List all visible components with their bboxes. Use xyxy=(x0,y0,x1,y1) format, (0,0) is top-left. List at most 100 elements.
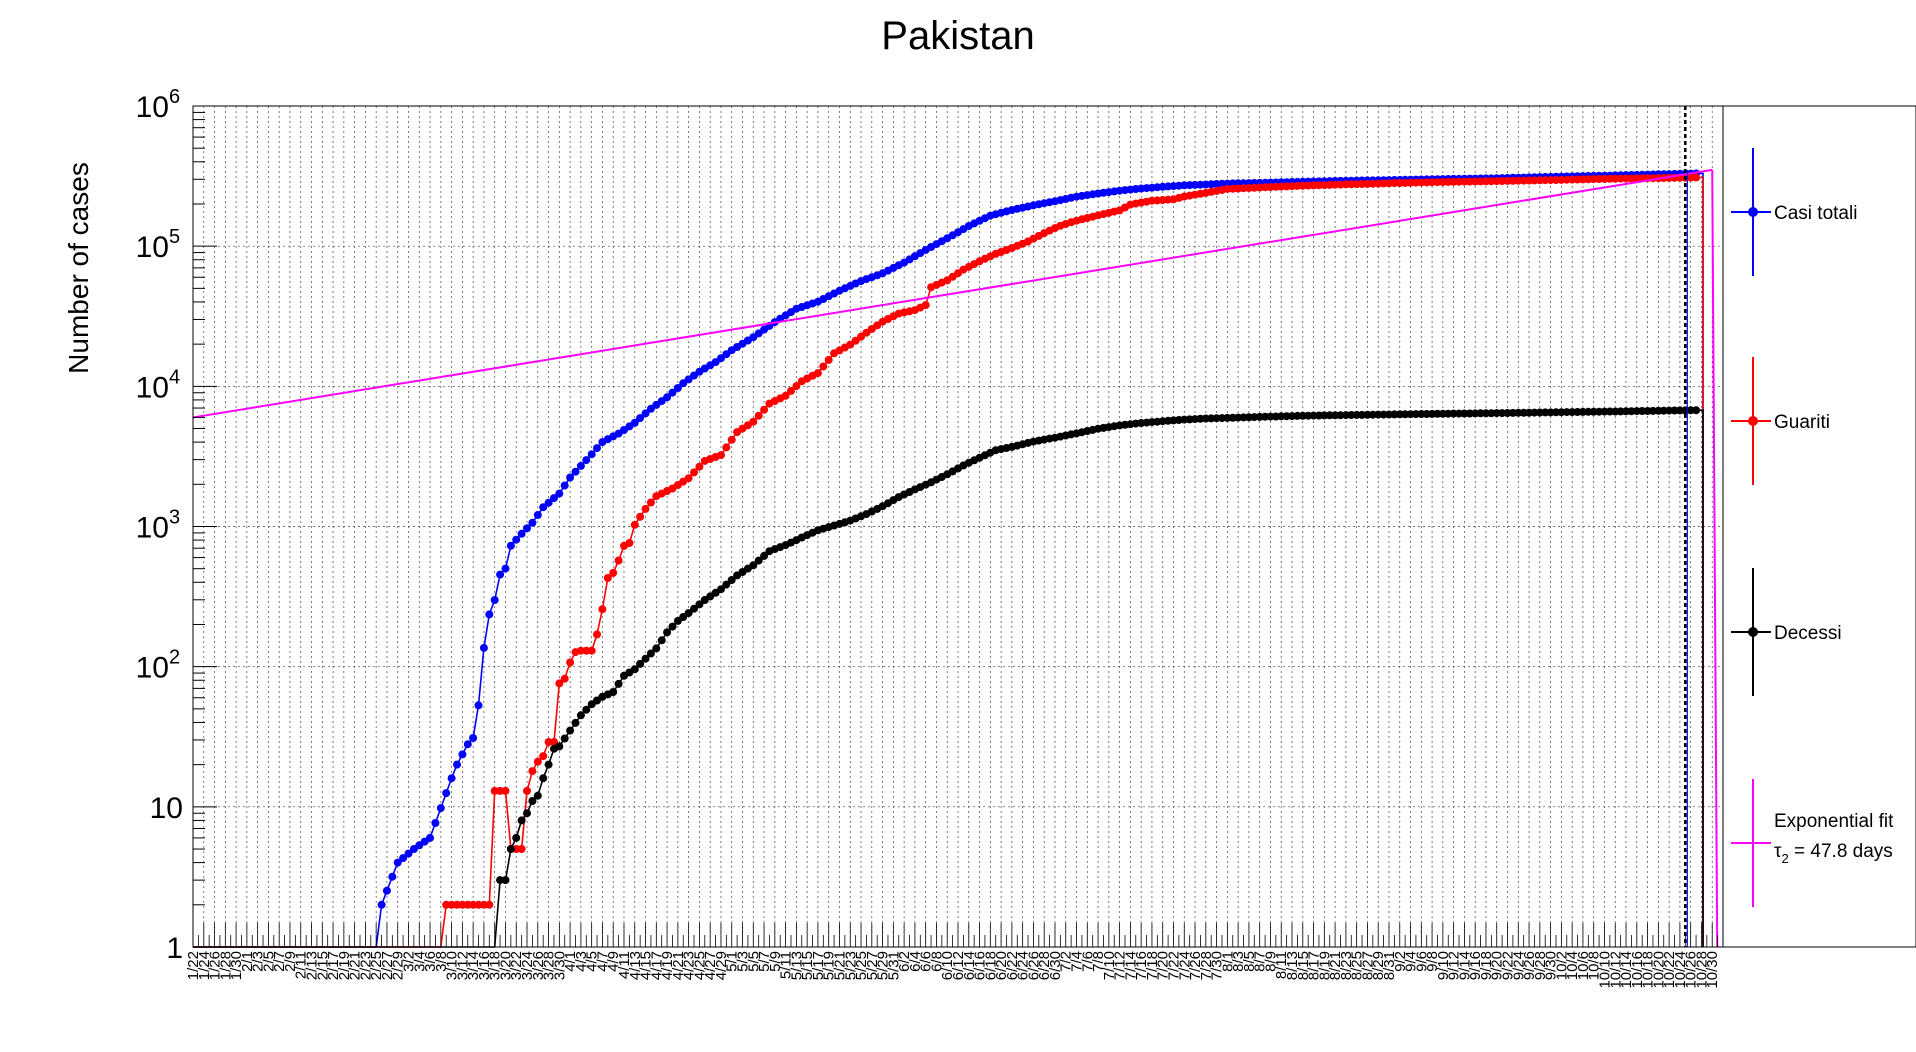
x-tick-label: 4/9 xyxy=(605,951,622,972)
data-point xyxy=(382,886,391,895)
data-point xyxy=(630,418,639,427)
x-tick-label: 5/19 xyxy=(821,951,838,980)
data-point xyxy=(512,833,521,842)
x-tick-label: 5/5 xyxy=(745,951,762,972)
legend-tau-subscript: 2 xyxy=(1782,851,1789,866)
x-tick-label: 2/1 xyxy=(239,951,256,972)
x-tick-label: 8/3 xyxy=(1230,951,1247,972)
x-tick-label: 4/15 xyxy=(638,951,655,980)
data-point xyxy=(560,674,569,683)
x-tick-label: 8/27 xyxy=(1359,951,1376,980)
legend-item: Decessi xyxy=(1731,568,1842,696)
x-tick-label: 5/7 xyxy=(756,951,773,972)
data-point xyxy=(528,797,537,805)
data-point xyxy=(544,498,553,507)
data-point xyxy=(598,605,607,614)
data-point xyxy=(722,580,731,589)
x-tick-label: 2/3 xyxy=(250,951,267,972)
x-tick-label: 2/9 xyxy=(282,951,299,972)
data-point xyxy=(560,734,569,743)
data-point xyxy=(399,854,408,863)
data-point xyxy=(690,468,698,477)
x-tick-label: 4/25 xyxy=(691,951,708,980)
x-tick-label: 3/16 xyxy=(476,951,493,980)
y-axis-label: Number of cases xyxy=(63,162,94,374)
data-point xyxy=(690,604,698,613)
x-tick-label: 8/19 xyxy=(1316,951,1333,980)
x-tick-label: 4/1 xyxy=(562,951,579,972)
data-point xyxy=(609,688,618,696)
data-point xyxy=(717,451,725,460)
legend-label: Exponential fit xyxy=(1774,811,1894,832)
fit-line xyxy=(192,168,1713,419)
data-point xyxy=(539,774,548,783)
data-point xyxy=(517,529,526,538)
data-point xyxy=(485,610,494,619)
data-point xyxy=(496,570,505,579)
x-tick-label: 6/10 xyxy=(939,951,956,980)
data-point xyxy=(566,658,575,667)
data-point xyxy=(550,494,558,503)
x-tick-label: 9/10 xyxy=(1435,951,1452,980)
data-point xyxy=(636,512,645,521)
data-point xyxy=(636,659,645,668)
data-point xyxy=(754,556,763,565)
data-point xyxy=(673,384,682,392)
x-tick-label: 3/10 xyxy=(444,951,461,980)
x-tick-label: 9/26 xyxy=(1521,951,1538,980)
y-tick-label: 105 xyxy=(136,226,181,264)
data-point xyxy=(523,524,531,533)
data-point xyxy=(517,845,526,853)
x-tick-label: 6/12 xyxy=(950,951,967,980)
x-tick-label: 5/11 xyxy=(778,951,795,979)
x-tick-label: 8/21 xyxy=(1327,951,1344,980)
data-point xyxy=(668,388,677,397)
x-tick-label: 1/22 xyxy=(185,951,202,980)
axes: 1101021031041051061/221/241/261/281/302/… xyxy=(136,86,1724,989)
legend-label: Decessi xyxy=(1774,623,1842,644)
data-point xyxy=(517,816,526,825)
x-tick-label: 9/16 xyxy=(1467,951,1484,980)
x-tick-label: 9/12 xyxy=(1446,951,1463,980)
x-tick-label: 7/12 xyxy=(1112,951,1129,980)
x-tick-label: 5/21 xyxy=(831,951,848,980)
x-tick-label: 7/18 xyxy=(1144,951,1161,980)
x-tick-label: 4/3 xyxy=(573,951,590,972)
legend-tau-value: = 47.8 days xyxy=(1789,841,1893,862)
x-tick-label: 3/6 xyxy=(422,951,439,972)
data-point xyxy=(388,872,397,881)
x-tick-label: 6/20 xyxy=(993,951,1010,980)
x-tick-label: 10/26 xyxy=(1683,951,1700,989)
x-tick-label: 1/30 xyxy=(228,951,245,980)
data-point xyxy=(523,809,531,818)
x-tick-label: 7/20 xyxy=(1155,951,1172,980)
y-tick-label: 102 xyxy=(136,647,181,685)
data-point xyxy=(539,503,548,512)
data-point xyxy=(668,622,677,631)
x-tick-label: 3/18 xyxy=(487,951,504,980)
x-tick-label: 2/13 xyxy=(304,951,321,980)
data-point xyxy=(453,760,461,769)
data-point xyxy=(657,636,666,645)
x-tick-label: 8/17 xyxy=(1306,951,1323,980)
data-point xyxy=(544,760,553,769)
data-point xyxy=(576,461,585,470)
x-tick-label: 5/27 xyxy=(864,951,881,980)
data-point xyxy=(458,750,467,759)
x-tick-label: 10/20 xyxy=(1650,951,1667,989)
x-tick-label: 5/29 xyxy=(875,951,892,980)
legend-marker xyxy=(1748,627,1758,637)
x-tick-label: 6/14 xyxy=(961,951,978,980)
x-tick-label: 7/8 xyxy=(1090,951,1107,972)
x-tick-label: 6/24 xyxy=(1015,951,1032,980)
data-point xyxy=(630,520,639,529)
data-point xyxy=(463,740,472,749)
x-tick-label: 5/17 xyxy=(810,951,827,980)
x-tick-label: 10/18 xyxy=(1640,951,1657,989)
data-point xyxy=(469,734,478,742)
data-point xyxy=(609,568,618,577)
x-tick-label: 5/9 xyxy=(767,951,784,972)
data-point xyxy=(447,774,456,783)
x-tick-label: 8/15 xyxy=(1295,951,1312,980)
x-tick-label: 3/30 xyxy=(551,951,568,980)
